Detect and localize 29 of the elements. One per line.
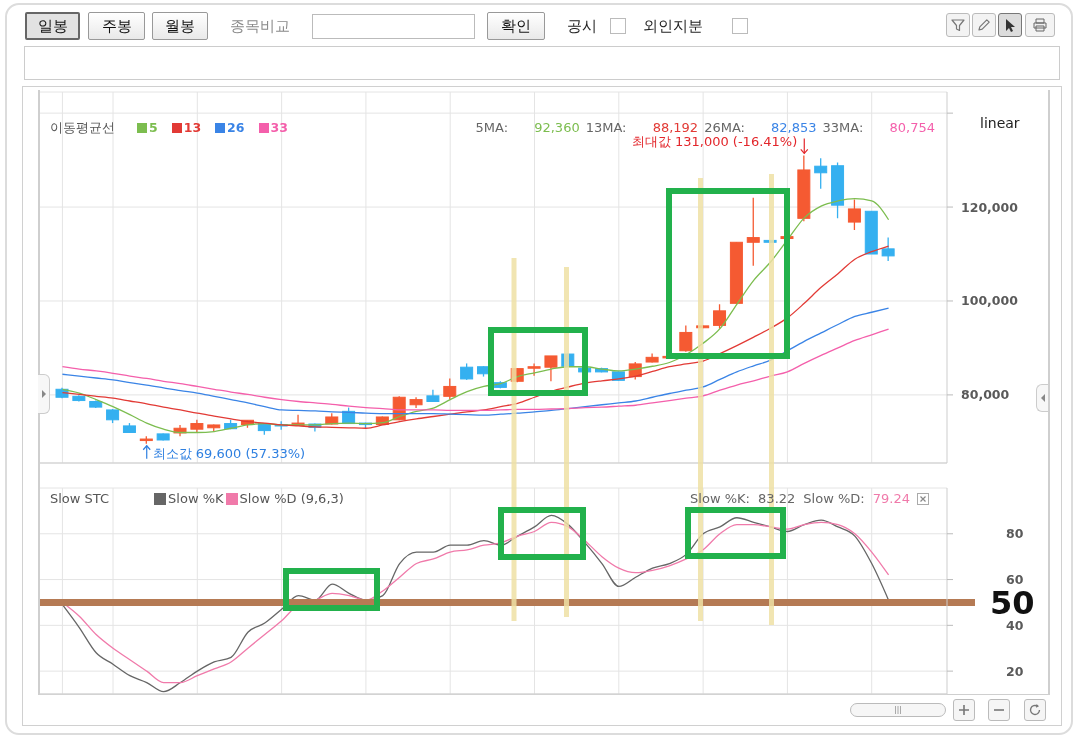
button: 일봉	[25, 12, 80, 40]
text: 13MA: 88,192	[585, 120, 699, 135]
annotation: 최소값 69,600 (57.33%)	[152, 445, 306, 461]
annotation: 최대값 131,000 (-16.41%)	[631, 134, 798, 150]
legend-label: 13	[183, 120, 202, 135]
button: 월봉	[152, 12, 208, 40]
text: 외인지분	[643, 17, 703, 35]
legend-title: 이동평균선	[50, 120, 115, 135]
legend-title: Slow STC	[50, 491, 110, 506]
legend-label: Slow %K	[168, 491, 224, 506]
text: 33MA: 80,754	[822, 120, 935, 135]
legend-label: 26	[227, 120, 245, 135]
annotation: Slow %K: 83.22	[690, 491, 796, 506]
y-axis-title: linear	[980, 115, 1020, 131]
y-tick-label: 80,000	[961, 387, 1010, 403]
y-tick-label: 120,000	[961, 199, 1019, 215]
text: 26MA: 82,853	[704, 120, 817, 135]
annotation: Slow %D: 79.24	[803, 491, 910, 506]
text: 5MA: 92,360	[475, 120, 580, 135]
legend-label: 5	[149, 120, 158, 135]
y-tick-label: 100,000	[961, 293, 1019, 309]
text: 종목비교	[230, 17, 290, 35]
legend-label: 33	[270, 120, 288, 135]
y-tick-label: 20	[1006, 663, 1024, 679]
button: 확인	[487, 12, 545, 40]
y-tick-label: 80	[1006, 526, 1024, 542]
button: 주봉	[88, 12, 145, 40]
text: 공시	[567, 17, 597, 35]
legend-label: Slow %D (9,6,3)	[239, 491, 344, 506]
